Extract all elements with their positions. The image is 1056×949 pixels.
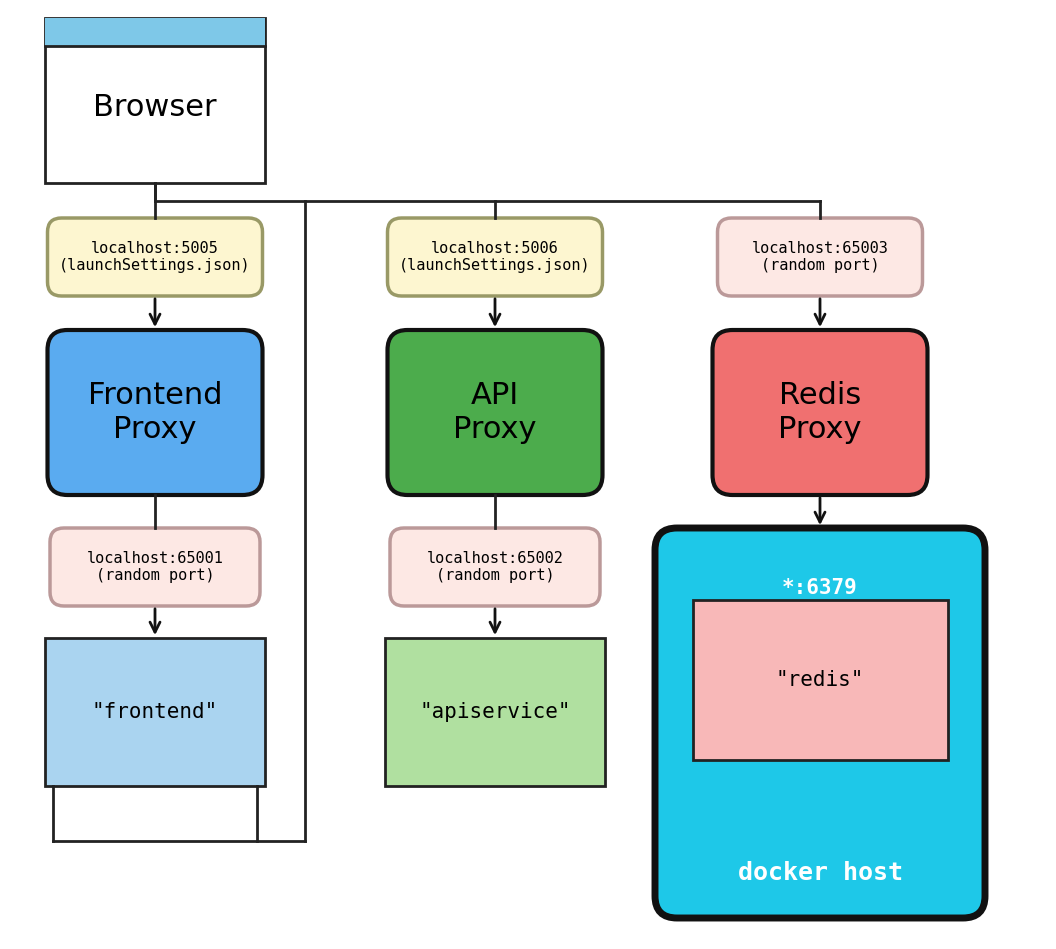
FancyBboxPatch shape [388,218,603,296]
FancyBboxPatch shape [655,528,985,918]
FancyBboxPatch shape [388,330,603,495]
Text: localhost:5006
(launchSettings.json): localhost:5006 (launchSettings.json) [399,241,590,273]
Bar [385,638,605,786]
FancyBboxPatch shape [717,218,923,296]
Text: localhost:65003
(random port): localhost:65003 (random port) [752,241,888,273]
Bar [45,638,265,786]
Text: localhost:65002
(random port): localhost:65002 (random port) [427,550,564,584]
Text: localhost:65001
(random port): localhost:65001 (random port) [87,550,224,584]
Bar [693,600,947,760]
Bar [45,18,265,47]
Text: Browser: Browser [93,93,216,122]
Text: "apiservice": "apiservice" [419,702,570,722]
FancyBboxPatch shape [713,330,927,495]
Text: "frontend": "frontend" [92,702,219,722]
FancyBboxPatch shape [48,218,263,296]
Text: "redis": "redis" [776,670,864,690]
Text: *:6379: *:6379 [782,578,857,598]
FancyBboxPatch shape [50,528,260,606]
Text: docker host: docker host [737,861,903,885]
Text: Redis
Proxy: Redis Proxy [778,381,862,444]
Text: localhost:5005
(launchSettings.json): localhost:5005 (launchSettings.json) [59,241,251,273]
Bar [45,18,265,183]
FancyBboxPatch shape [390,528,600,606]
Text: Frontend
Proxy: Frontend Proxy [88,381,222,444]
FancyBboxPatch shape [48,330,263,495]
Text: API
Proxy: API Proxy [453,381,536,444]
